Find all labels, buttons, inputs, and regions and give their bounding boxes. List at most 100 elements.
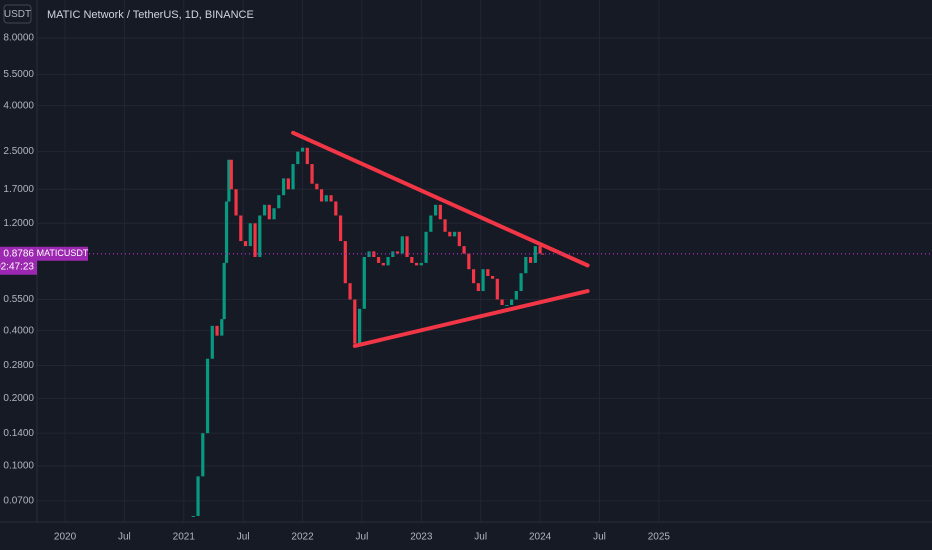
candle: [210, 325, 214, 359]
candle: [329, 195, 333, 202]
candle: [357, 308, 362, 344]
candle: [334, 201, 338, 216]
candle: [348, 283, 352, 300]
candle: [391, 251, 395, 257]
candle: [191, 515, 195, 517]
candle: [343, 241, 347, 284]
candle: [277, 195, 281, 209]
candle: [296, 151, 300, 165]
candle: [196, 476, 200, 516]
candle: [362, 256, 366, 309]
y-tick-label: 2.5000: [3, 146, 34, 157]
candle: [400, 236, 404, 254]
candle: [227, 159, 231, 202]
x-tick-label: 2023: [410, 532, 433, 543]
candle: [281, 178, 286, 196]
candle: [291, 164, 295, 190]
candle: [486, 269, 490, 276]
candle: [540, 253, 545, 255]
candle: [490, 275, 495, 279]
candle: [433, 204, 438, 216]
x-tick-label: Jul: [474, 532, 487, 543]
candle: [438, 204, 442, 220]
symbol-label: MATICUSDT: [37, 248, 89, 258]
candle: [381, 262, 385, 266]
candle: [467, 253, 471, 270]
candle: [338, 215, 343, 242]
candle: [324, 195, 328, 202]
candle: [419, 262, 423, 266]
candle: [414, 262, 419, 266]
candle: [222, 262, 226, 320]
trendline: [291, 130, 590, 268]
candle: [505, 304, 509, 306]
candle: [443, 219, 447, 232]
candle: [538, 246, 542, 254]
candle: [224, 201, 229, 263]
symbol-label-box: [37, 246, 88, 261]
x-tick-label: 2020: [54, 532, 77, 543]
x-tick-label: Jul: [593, 532, 606, 543]
candle: [253, 223, 257, 257]
candle: [500, 299, 504, 305]
candle: [319, 189, 324, 202]
candle: [243, 241, 248, 247]
candle: [514, 291, 518, 300]
candle: [457, 231, 461, 247]
x-tick-label: Jul: [237, 532, 250, 543]
candle: [220, 319, 224, 336]
y-tick-label: 0.5500: [3, 294, 34, 305]
candle: [234, 189, 238, 216]
candle: [476, 283, 480, 292]
candle: [205, 358, 210, 434]
y-tick-label: 5.5000: [3, 69, 34, 80]
candle: [262, 204, 267, 216]
candle: [239, 215, 243, 242]
candle: [410, 256, 414, 263]
currency[interactable]: USDT: [4, 9, 31, 20]
y-tick-label: 8.0000: [3, 33, 34, 44]
candle: [429, 215, 433, 232]
candle: [462, 246, 466, 254]
candle: [376, 256, 381, 263]
y-tick-label: 4.0000: [3, 100, 34, 111]
x-tick-label: Jul: [118, 532, 131, 543]
candle: [305, 147, 309, 165]
y-tick-label: 0.1000: [3, 461, 34, 472]
candle: [267, 204, 271, 220]
currency-box[interactable]: [3, 4, 32, 24]
candle: [528, 256, 533, 263]
trendline: [352, 289, 590, 348]
countdown: 02:47:23: [0, 261, 34, 272]
x-tick-label: 2022: [291, 532, 314, 543]
candle: [229, 159, 233, 190]
candle: [448, 231, 452, 237]
x-tick-label: 2025: [648, 532, 671, 543]
y-tick-label: 1.7000: [3, 184, 34, 195]
candle: [481, 269, 485, 292]
candle: [509, 299, 514, 305]
candle: [272, 208, 276, 220]
price-label: 0.8786: [3, 248, 34, 259]
candle: [533, 246, 537, 263]
y-tick-label: 0.2800: [3, 360, 34, 371]
candle: [424, 231, 428, 263]
candle: [215, 325, 219, 336]
candle: [524, 256, 528, 274]
candle: [495, 278, 499, 300]
chart-title: MATIC Network / TetherUS, 1D, BINANCE: [47, 9, 254, 21]
y-tick-label: 1.2000: [3, 218, 34, 229]
candle: [386, 256, 390, 266]
y-tick-label: 0.1400: [3, 428, 34, 439]
candle: [405, 236, 409, 257]
candle: [258, 215, 262, 257]
y-tick-label: 0.0700: [3, 496, 34, 507]
x-tick-label: Jul: [356, 532, 369, 543]
price-label-box: [0, 246, 37, 275]
candle: [395, 251, 400, 254]
x-tick-label: 2021: [173, 532, 196, 543]
candle: [315, 183, 319, 190]
candle: [353, 299, 357, 344]
